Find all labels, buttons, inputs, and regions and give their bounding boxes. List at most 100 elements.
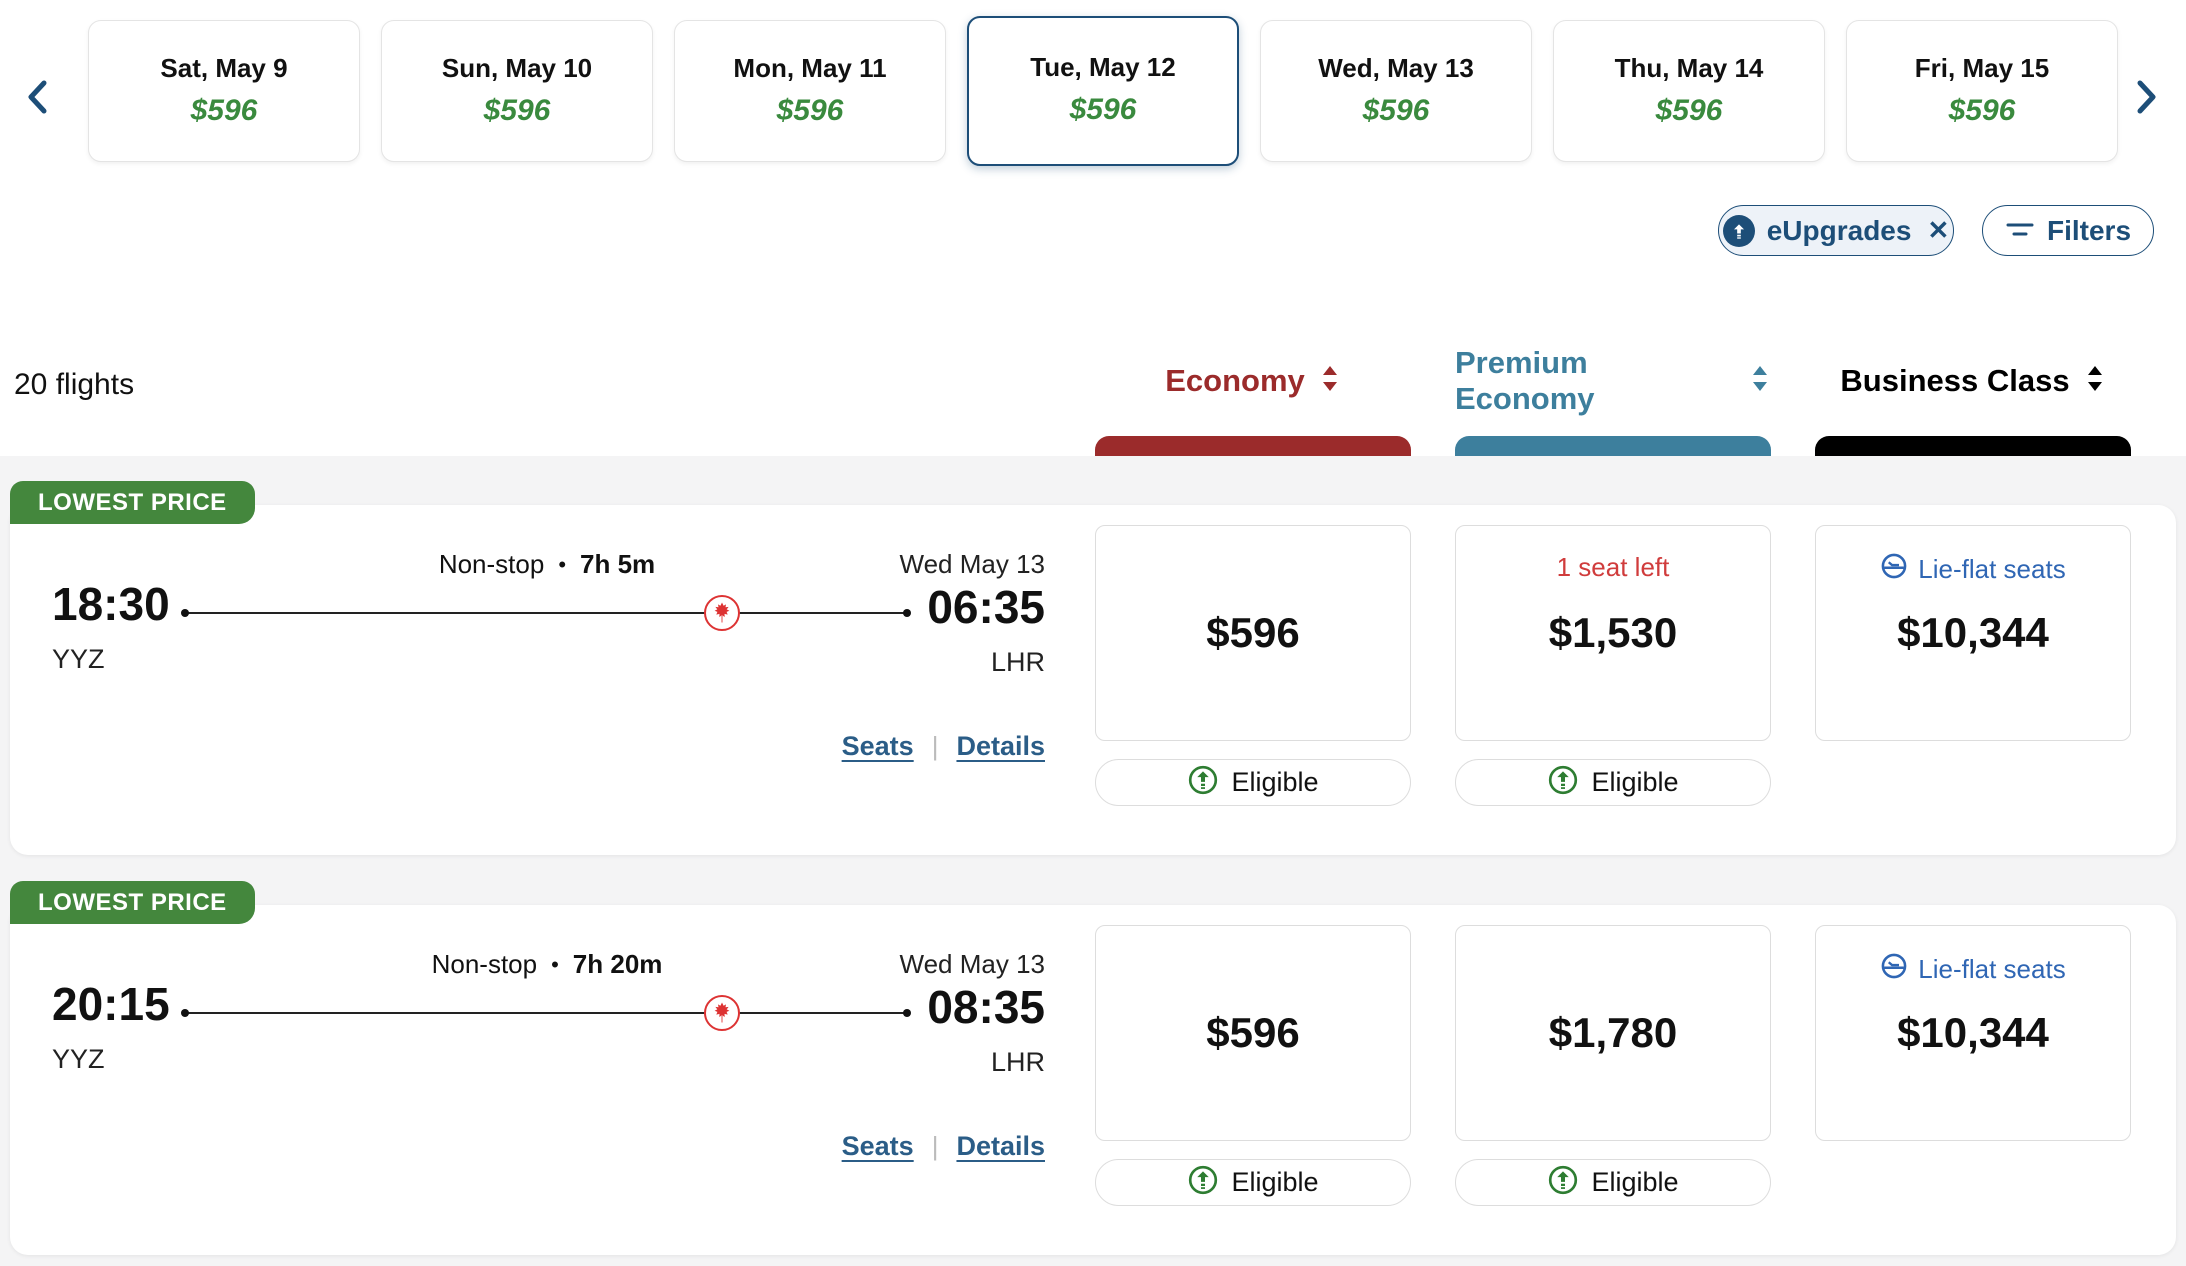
- eupgrades-filter-chip[interactable]: eUpgrades ✕: [1718, 205, 1954, 256]
- route-start-dot: [181, 1009, 189, 1017]
- departure-airport: YYZ: [52, 1043, 105, 1074]
- link-separator: |: [931, 1131, 939, 1161]
- column-label-economy: Economy: [1165, 363, 1305, 398]
- eligible-upgrade-icon: [1547, 1164, 1579, 1201]
- date-tab-tue-may-12-selected[interactable]: Tue, May 12 $596: [967, 16, 1239, 166]
- economy-price: $596: [1206, 609, 1300, 656]
- eligible-label: Eligible: [1231, 767, 1319, 797]
- lie-flat-seat-icon: [1880, 552, 1908, 587]
- date-label: Tue, May 12: [1030, 52, 1176, 82]
- eupgrades-label: eUpgrades: [1766, 214, 1912, 246]
- economy-column-bar: [1095, 436, 1411, 458]
- arrival-day: Wed May 13: [899, 549, 1045, 579]
- eligible-badge-economy: Eligible: [1095, 1159, 1411, 1206]
- sort-arrows-icon: [1319, 364, 1341, 399]
- date-label: Sun, May 10: [441, 53, 593, 83]
- date-label: Sat, May 9: [160, 53, 288, 83]
- departure-block: 18:30 YYZ: [52, 579, 252, 675]
- eligible-label: Eligible: [1591, 1167, 1679, 1197]
- flight-links: Seats | Details: [610, 1131, 1045, 1162]
- sort-column-business-class[interactable]: Business Class: [1815, 360, 2131, 402]
- eligible-badge-economy: Eligible: [1095, 759, 1411, 806]
- filters-label: Filters: [2046, 214, 2132, 246]
- date-price: $596: [776, 94, 844, 127]
- premium-economy-column-bar: [1455, 436, 1771, 458]
- arrival-block: Wed May 13 08:35 LHR: [745, 949, 1045, 1078]
- next-dates-button[interactable]: [2126, 76, 2166, 120]
- date-tab-mon-may-11[interactable]: Mon, May 11 $596: [674, 20, 946, 162]
- business-class-price: $10,344: [1897, 609, 2049, 656]
- air-canada-maple-leaf-icon: [704, 595, 740, 631]
- arrival-airport: LHR: [990, 646, 1045, 677]
- economy-fare-cell[interactable]: $596: [1095, 925, 1411, 1141]
- bullet-separator: •: [551, 951, 559, 977]
- economy-fare-cell[interactable]: $596: [1095, 525, 1411, 741]
- eligible-label: Eligible: [1231, 1167, 1319, 1197]
- eligible-upgrade-icon: [1547, 764, 1579, 801]
- flight-row: LOWEST PRICE 18:30 YYZ Non-stop • 7h 5m …: [10, 481, 2176, 855]
- lie-flat-label: Lie-flat seats: [1918, 554, 2066, 584]
- arrival-time: 06:35: [927, 581, 1045, 633]
- remove-eupgrades-icon[interactable]: ✕: [1927, 215, 1950, 245]
- business-class-fare-cell[interactable]: Lie-flat seats $10,344: [1815, 925, 2131, 1141]
- departure-block: 20:15 YYZ: [52, 979, 252, 1075]
- eligible-upgrade-icon: [1187, 1164, 1219, 1201]
- route-start-dot: [181, 609, 189, 617]
- arrival-airport: LHR: [990, 1046, 1045, 1077]
- prev-dates-button[interactable]: [18, 76, 58, 120]
- departure-time: 20:15: [52, 978, 170, 1030]
- sort-column-economy[interactable]: Economy: [1095, 360, 1411, 402]
- bullet-separator: •: [558, 551, 567, 577]
- date-tab-fri-may-15[interactable]: Fri, May 15 $596: [1846, 20, 2118, 162]
- stops-label: Non-stop: [431, 949, 538, 979]
- date-tab-sat-may-9[interactable]: Sat, May 9 $596: [88, 20, 360, 162]
- departure-airport: YYZ: [52, 643, 105, 674]
- eligible-badge-premium: Eligible: [1455, 1159, 1771, 1206]
- sort-arrows-icon: [2084, 364, 2106, 399]
- date-price: $596: [1362, 94, 1430, 127]
- date-label: Mon, May 11: [733, 53, 887, 83]
- duration-label: 7h 20m: [572, 949, 663, 979]
- stops-label: Non-stop: [438, 549, 545, 579]
- seats-link[interactable]: Seats: [841, 731, 914, 761]
- arrival-time: 08:35: [927, 981, 1045, 1033]
- filters-button[interactable]: Filters: [1982, 205, 2154, 256]
- premium-economy-fare-cell[interactable]: 1 seat left $1,530: [1455, 525, 1771, 741]
- date-price: $596: [1655, 94, 1723, 127]
- arrival-day: Wed May 13: [899, 949, 1045, 979]
- date-tab-thu-may-14[interactable]: Thu, May 14 $596: [1553, 20, 1825, 162]
- premium-economy-fare-cell[interactable]: $1,780: [1455, 925, 1771, 1141]
- route-line: [181, 595, 911, 631]
- link-separator: |: [931, 731, 939, 761]
- date-price: $596: [190, 94, 258, 127]
- date-price: $596: [1069, 93, 1137, 126]
- route-meta: Non-stop • 7h 5m: [297, 549, 797, 580]
- details-link[interactable]: Details: [956, 1131, 1045, 1161]
- seats-link[interactable]: Seats: [841, 1131, 914, 1161]
- premium-economy-price: $1,530: [1548, 609, 1678, 656]
- column-label-premium-economy: Premium Economy: [1455, 345, 1595, 416]
- route-meta: Non-stop • 7h 20m: [297, 949, 797, 980]
- chevron-right-icon: [2131, 79, 2161, 118]
- route-line: [181, 995, 911, 1031]
- lowest-price-badge: LOWEST PRICE: [10, 481, 255, 524]
- date-label: Thu, May 14: [1614, 53, 1764, 83]
- lie-flat-label: Lie-flat seats: [1918, 954, 2066, 984]
- date-tab-sun-may-10[interactable]: Sun, May 10 $596: [381, 20, 653, 162]
- eupgrades-arrow-icon: [1722, 214, 1755, 247]
- eligible-upgrade-icon: [1187, 764, 1219, 801]
- flight-count-label: 20 flights: [14, 368, 135, 401]
- date-label: Wed, May 13: [1318, 53, 1474, 83]
- business-class-price: $10,344: [1897, 1009, 2049, 1056]
- date-tab-wed-may-13[interactable]: Wed, May 13 $596: [1260, 20, 1532, 162]
- lie-flat-note: Lie-flat seats: [1816, 552, 2130, 587]
- business-class-fare-cell[interactable]: Lie-flat seats $10,344: [1815, 525, 2131, 741]
- sort-column-premium-economy[interactable]: Premium Economy: [1455, 345, 1771, 416]
- departure-time: 18:30: [52, 578, 170, 630]
- sort-arrows-icon: [1749, 364, 1771, 399]
- details-link[interactable]: Details: [956, 731, 1045, 761]
- route-end-dot: [903, 1009, 911, 1017]
- economy-price: $596: [1206, 1009, 1300, 1056]
- arrival-block: Wed May 13 06:35 LHR: [745, 549, 1045, 678]
- route-end-dot: [903, 609, 911, 617]
